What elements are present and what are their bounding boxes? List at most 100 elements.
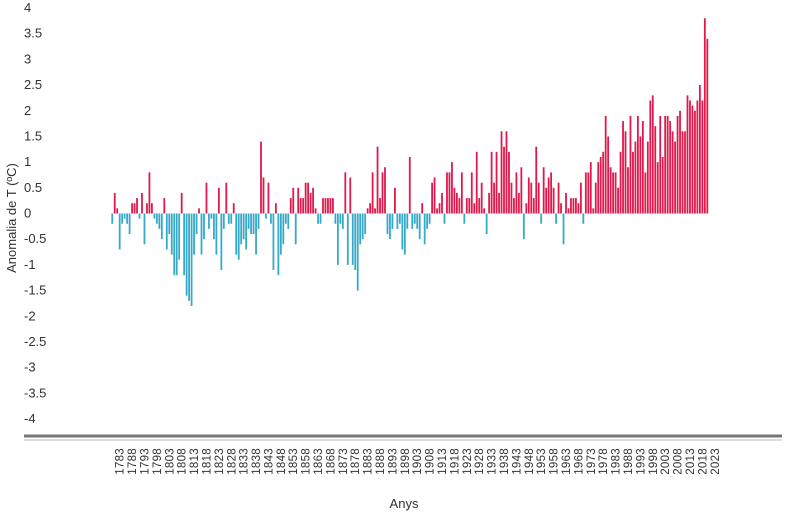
- bar: [505, 131, 508, 214]
- bar: [366, 208, 369, 214]
- bar: [423, 213, 426, 245]
- bar: [227, 213, 230, 224]
- bar: [304, 182, 307, 214]
- bar: [356, 213, 359, 291]
- bar: [681, 131, 684, 214]
- x-tick-label: 2018: [697, 448, 709, 475]
- x-tick-label: 2013: [685, 448, 697, 475]
- bar: [691, 105, 694, 214]
- bar: [557, 182, 560, 214]
- bar: [661, 156, 664, 214]
- bar: [118, 213, 121, 250]
- bar: [225, 182, 228, 214]
- bar: [483, 208, 486, 214]
- x-tick-label: 2023: [710, 448, 722, 475]
- bar: [235, 213, 238, 255]
- bar: [515, 172, 518, 214]
- bar: [222, 213, 225, 229]
- y-axis-label: Anomalia de T (ºC): [4, 163, 19, 273]
- bar: [126, 213, 129, 224]
- bar: [540, 213, 543, 224]
- bar: [609, 167, 612, 214]
- bar: [664, 115, 667, 214]
- bar: [565, 192, 567, 214]
- bar: [141, 192, 143, 214]
- bar: [208, 213, 210, 229]
- bar: [299, 198, 302, 214]
- y-tick-label: -2: [24, 308, 36, 323]
- bar: [165, 213, 168, 250]
- bar: [292, 187, 295, 214]
- bar: [277, 213, 280, 276]
- bar: [317, 213, 319, 224]
- bar: [522, 213, 525, 240]
- bar: [220, 213, 223, 271]
- x-tick-label: 1913: [437, 448, 449, 475]
- x-tick-label: 1828: [226, 448, 238, 475]
- bar: [525, 203, 528, 214]
- bar: [257, 213, 260, 229]
- bar: [346, 213, 349, 265]
- x-tick-label: 1973: [586, 448, 598, 475]
- bar: [513, 198, 515, 214]
- bar: [351, 213, 354, 265]
- bar: [619, 151, 622, 214]
- bar: [302, 198, 305, 214]
- bar: [646, 141, 649, 214]
- bar: [158, 213, 161, 229]
- bar: [327, 198, 329, 214]
- bar: [634, 141, 637, 214]
- bar: [210, 213, 213, 219]
- y-tick-label: -1.5: [24, 283, 46, 298]
- x-tick-label: 1893: [387, 448, 399, 475]
- bar: [329, 198, 332, 214]
- bar: [597, 162, 600, 214]
- bar: [480, 182, 483, 214]
- x-tick-label: 1803: [164, 448, 176, 475]
- bar: [376, 146, 379, 214]
- bar: [309, 192, 312, 214]
- bar: [698, 85, 701, 214]
- bar: [527, 177, 530, 214]
- bar: [500, 131, 503, 214]
- bar: [441, 192, 443, 214]
- bar: [391, 213, 394, 229]
- bar: [498, 192, 500, 214]
- bar: [341, 213, 344, 229]
- x-tick-label: 1943: [511, 448, 523, 475]
- bar: [706, 38, 709, 214]
- bar: [314, 208, 317, 214]
- bar: [446, 172, 448, 214]
- bar: [401, 213, 404, 250]
- bar: [478, 198, 481, 214]
- bar: [148, 172, 151, 214]
- bar: [671, 131, 674, 214]
- bar: [319, 213, 322, 224]
- bar: [384, 167, 386, 214]
- x-tick-label: 1868: [325, 448, 337, 475]
- bar: [508, 151, 510, 214]
- bar: [371, 172, 374, 214]
- x-tick-label: 1823: [214, 448, 226, 475]
- bar: [170, 213, 173, 255]
- bar: [336, 213, 339, 265]
- bar: [639, 136, 642, 214]
- x-tick-label: 1813: [189, 448, 201, 475]
- bar: [649, 100, 652, 214]
- bar: [195, 213, 198, 235]
- bar: [684, 131, 686, 214]
- bar: [267, 182, 270, 214]
- x-tick-label: 1798: [152, 448, 164, 475]
- bar: [458, 198, 461, 214]
- bar: [520, 167, 523, 214]
- bar: [240, 213, 243, 245]
- bar: [245, 213, 248, 250]
- x-tick-label: 1898: [400, 448, 412, 475]
- y-tick-label: -4: [24, 411, 36, 426]
- bar: [703, 18, 706, 214]
- x-tick-label: 1928: [474, 448, 486, 475]
- bar: [270, 213, 272, 224]
- bar: [555, 213, 557, 224]
- bar: [669, 121, 672, 214]
- bar: [644, 172, 647, 214]
